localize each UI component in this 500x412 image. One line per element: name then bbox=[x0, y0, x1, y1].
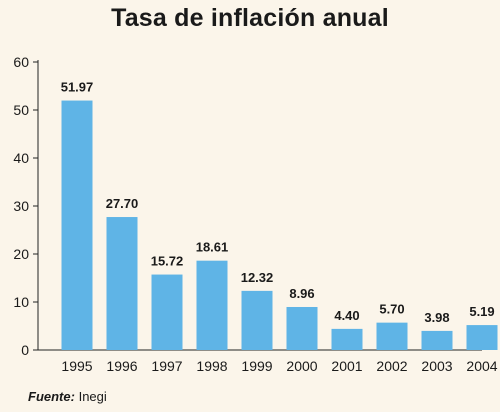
data-label-1996: 27.70 bbox=[106, 196, 139, 211]
x-tick-label-1997: 1997 bbox=[151, 358, 182, 374]
x-tick-label-2002: 2002 bbox=[376, 358, 407, 374]
x-tick-label-1998: 1998 bbox=[196, 358, 227, 374]
bar-1997 bbox=[151, 274, 183, 350]
x-tick-label-2003: 2003 bbox=[421, 358, 452, 374]
data-label-2000: 8.96 bbox=[289, 286, 314, 301]
bar-2002 bbox=[376, 322, 408, 350]
data-label-2001: 4.40 bbox=[334, 308, 359, 323]
y-tick-label: 0 bbox=[21, 342, 29, 358]
y-tick-label: 50 bbox=[13, 102, 29, 118]
x-tick-label-1996: 1996 bbox=[106, 358, 137, 374]
x-tick-label-1995: 1995 bbox=[61, 358, 92, 374]
bar-1995 bbox=[61, 100, 93, 350]
y-tick-label: 20 bbox=[13, 246, 29, 262]
x-tick-label-2004: 2004 bbox=[466, 358, 497, 374]
data-label-1997: 15.72 bbox=[151, 254, 184, 269]
chart-title: Tasa de inflación anual bbox=[111, 4, 389, 32]
y-tick-label: 30 bbox=[13, 198, 29, 214]
y-tick-label: 10 bbox=[13, 294, 29, 310]
source-note: Fuente: Inegi bbox=[28, 389, 107, 404]
data-label-2002: 5.70 bbox=[379, 302, 404, 317]
bar-2004 bbox=[466, 325, 498, 350]
data-label-1995: 51.97 bbox=[61, 80, 94, 95]
y-tick-label: 60 bbox=[13, 54, 29, 70]
data-label-2004: 5.19 bbox=[469, 304, 494, 319]
x-tick-label-2000: 2000 bbox=[286, 358, 317, 374]
bar-1999 bbox=[241, 290, 273, 350]
bar-2001 bbox=[331, 328, 363, 350]
bar-1998 bbox=[196, 260, 228, 350]
source-label: Fuente: bbox=[28, 389, 75, 404]
x-tick-label-1999: 1999 bbox=[241, 358, 272, 374]
source-value: Inegi bbox=[78, 389, 107, 404]
bar-2000 bbox=[286, 306, 318, 350]
data-label-1999: 12.32 bbox=[241, 270, 274, 285]
y-tick-label: 40 bbox=[13, 150, 29, 166]
x-tick-label-2001: 2001 bbox=[331, 358, 362, 374]
bar-2003 bbox=[421, 330, 453, 350]
data-label-2003: 3.98 bbox=[424, 310, 449, 325]
data-label-1998: 18.61 bbox=[196, 240, 229, 255]
bar-1996 bbox=[106, 217, 138, 350]
